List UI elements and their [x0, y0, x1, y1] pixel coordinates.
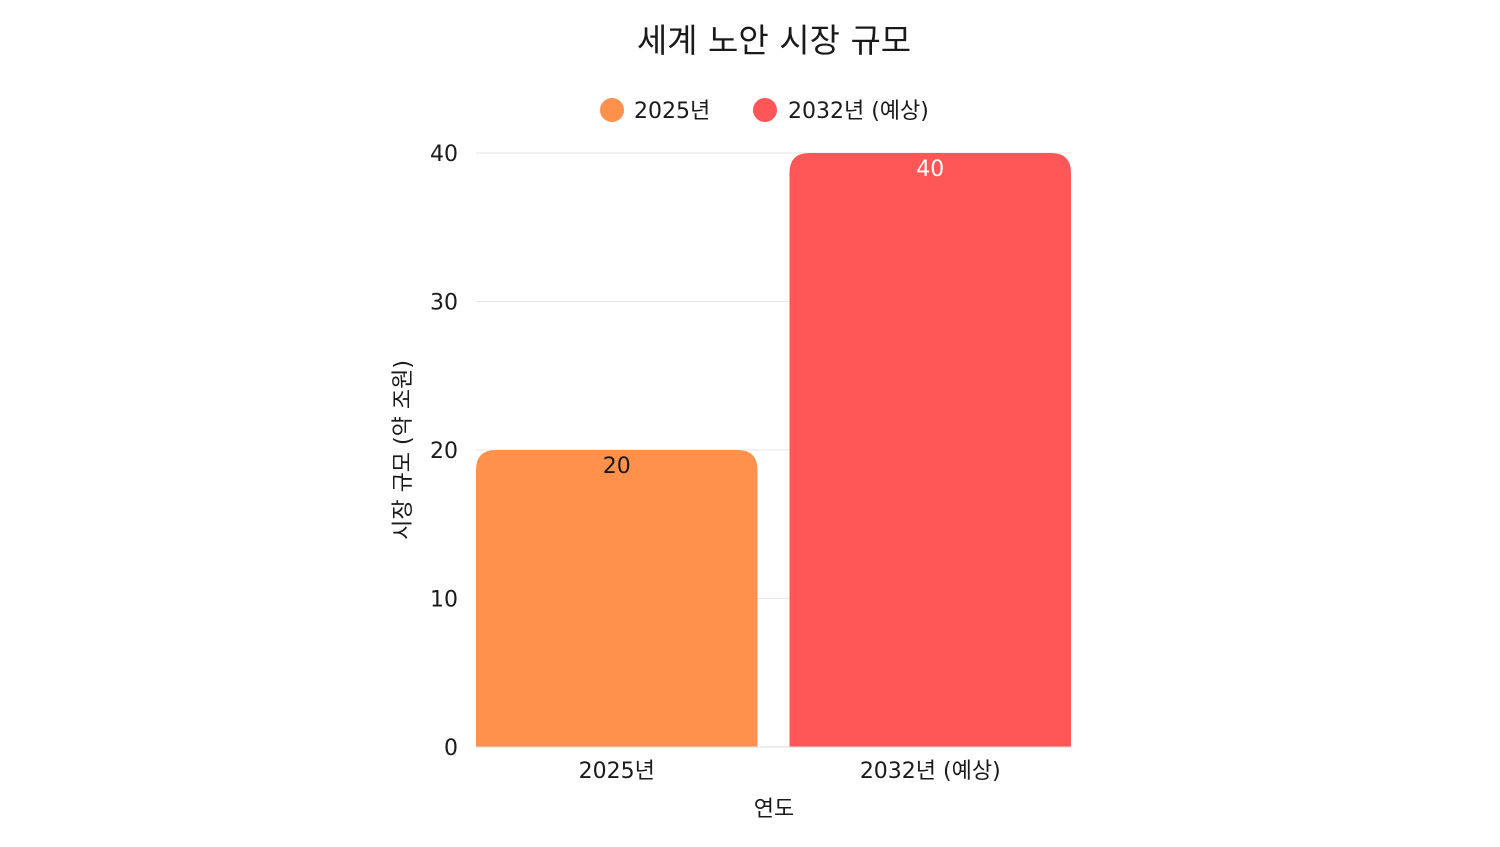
y-tick-label: 0	[444, 736, 458, 761]
legend-marker	[600, 98, 624, 122]
bar	[789, 153, 1071, 747]
bar	[476, 450, 758, 747]
y-tick-label: 30	[430, 291, 458, 316]
legend-marker	[753, 98, 777, 122]
bars	[476, 153, 1071, 747]
x-axis-ticks: 2025년 2032년 (예상)	[579, 759, 1001, 784]
x-tick-label: 2032년 (예상)	[860, 759, 1001, 784]
data-label: 40	[916, 157, 944, 182]
y-axis-ticks: 0 10 20 30 40	[430, 142, 458, 761]
y-tick-label: 20	[430, 439, 458, 464]
legend-label: 2025년	[634, 99, 710, 124]
x-axis-label: 연도	[754, 797, 794, 822]
y-tick-label: 40	[430, 142, 458, 167]
chart-title: 세계 노안 시장 규모	[637, 21, 911, 60]
y-axis-label: 시장 규모 (약 조원)	[391, 360, 416, 540]
data-label: 20	[603, 454, 631, 479]
legend: 2025년 2032년 (예상)	[600, 98, 929, 124]
legend-label: 2032년 (예상)	[788, 99, 929, 124]
x-tick-label: 2025년	[579, 759, 655, 784]
y-tick-label: 10	[430, 588, 458, 613]
